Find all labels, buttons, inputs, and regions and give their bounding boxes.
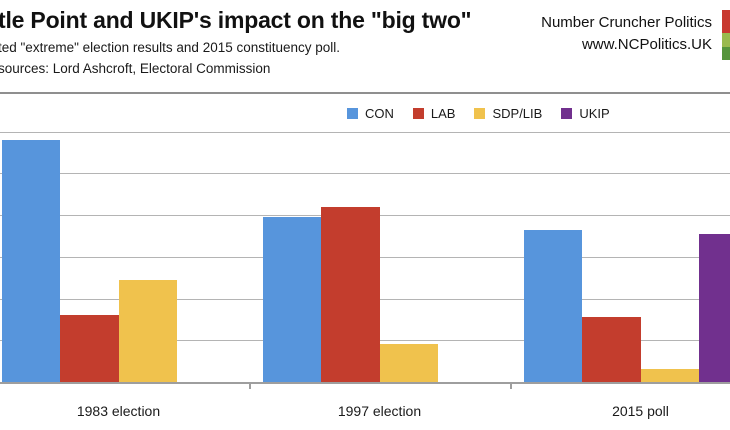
brand-block: Number Cruncher Politics www.NCPolitics.…	[541, 12, 712, 56]
data-sources-note: sources: Lord Ashcroft, Electoral Commis…	[0, 61, 271, 76]
legend-swatch-icon	[561, 108, 573, 119]
legend-item-sdp-lib: SDP/LIB	[474, 106, 542, 121]
header-divider	[0, 92, 730, 94]
legend-item-ukip: UKIP	[561, 106, 610, 121]
legend-label: SDP/LIB	[492, 106, 543, 121]
y-gridline-50	[0, 173, 730, 175]
page-title: tle Point and UKIP's impact on the "big …	[0, 7, 472, 33]
legend-item-con: CON	[347, 106, 394, 121]
bar-ukip-2	[698, 233, 730, 382]
x-axis-label-0: 1983 election	[76, 403, 161, 419]
bar-sdp-lib-2	[640, 369, 699, 382]
legend-label: CON	[365, 106, 394, 121]
bar-con-1	[263, 217, 322, 382]
brand-name: Number Cruncher Politics	[541, 14, 712, 31]
legend-swatch-icon	[347, 108, 358, 119]
logo-block-0	[722, 10, 730, 33]
legend-swatch-icon	[474, 108, 486, 119]
legend-label: LAB	[430, 106, 456, 121]
logo-block-2	[722, 46, 730, 60]
legend-swatch-icon	[412, 108, 424, 119]
bar-sdp-lib-1	[379, 344, 438, 382]
bar-lab-0	[60, 315, 119, 382]
x-axis-line	[0, 382, 730, 384]
y-gridline-60	[0, 131, 730, 133]
x-axis-tick	[510, 382, 512, 389]
bar-lab-1	[321, 206, 380, 382]
chart-legend: CON LAB SDP/LIB UKIP	[347, 106, 610, 121]
brand-logo-icon	[722, 10, 730, 60]
legend-item-lab: LAB	[412, 106, 456, 121]
chart-subtitle: ted "extreme" election results and 2015 …	[0, 40, 341, 55]
x-axis-label-2: 2015 poll	[612, 403, 669, 419]
brand-url: www.NCPolitics.UK	[581, 36, 712, 53]
x-axis-tick	[249, 382, 251, 389]
bar-lab-2	[582, 317, 641, 382]
legend-label: UKIP	[579, 106, 610, 121]
bar-con-2	[524, 229, 583, 382]
bar-sdp-lib-0	[118, 279, 177, 382]
bar-con-0	[2, 139, 61, 382]
logo-block-1	[722, 33, 730, 47]
x-axis-label-1: 1997 election	[337, 403, 422, 419]
